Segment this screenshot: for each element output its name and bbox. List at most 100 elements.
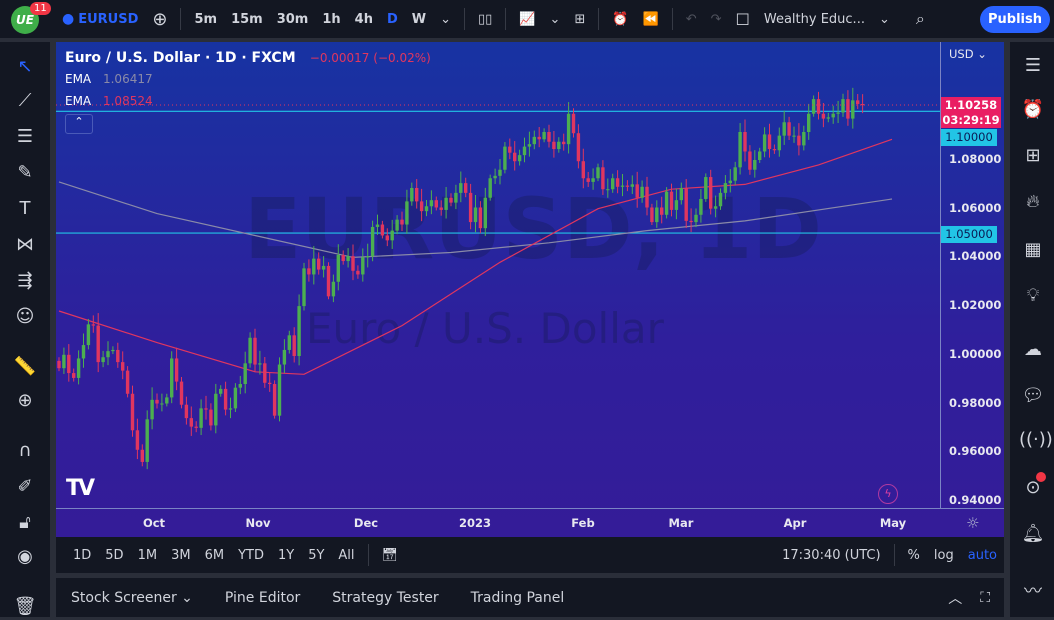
add-symbol-icon[interactable]: ⊕ bbox=[152, 8, 168, 30]
interval-1h[interactable]: 1h bbox=[322, 11, 341, 27]
text-icon[interactable]: T bbox=[19, 198, 31, 219]
candle-body bbox=[488, 178, 492, 198]
messages-icon[interactable]: 💬︎ bbox=[1021, 385, 1045, 406]
time-axis[interactable]: ☼ Oct Nov Dec 2023 Feb Mar Apr May bbox=[56, 508, 1004, 537]
range-6m[interactable]: 6M bbox=[204, 547, 225, 563]
range-5d[interactable]: 5D bbox=[105, 547, 124, 563]
tradingview-logo[interactable]: TV bbox=[66, 476, 95, 501]
interval-5m[interactable]: 5m bbox=[194, 11, 218, 27]
goto-date-icon[interactable]: 📅︎ bbox=[381, 547, 399, 563]
eye-icon[interactable]: ◉ bbox=[17, 546, 33, 567]
watchlist-icon[interactable]: ☰ bbox=[1024, 55, 1042, 76]
candle-body bbox=[723, 183, 728, 193]
range-all[interactable]: All bbox=[338, 547, 355, 563]
price-plot[interactable] bbox=[56, 42, 940, 508]
notifications-bell-icon[interactable]: 🔔︎ bbox=[1021, 523, 1045, 544]
tab-stock-screener[interactable]: Stock Screener ⌄ bbox=[71, 589, 193, 606]
ideas-bulb-icon[interactable]: 💡︎ bbox=[1026, 285, 1040, 306]
calendar-icon[interactable]: ▦ bbox=[1024, 239, 1042, 260]
range-ytd[interactable]: YTD bbox=[238, 547, 264, 563]
price-axis[interactable]: USD ⌄ 1.08000 1.06000 1.04000 1.02000 1.0000… bbox=[940, 42, 1004, 508]
auto-toggle[interactable]: auto bbox=[967, 547, 997, 563]
trash-icon[interactable]: 🗑︎ bbox=[13, 596, 37, 617]
candle-body bbox=[405, 201, 409, 225]
indicators-icon[interactable]: 📈 bbox=[519, 11, 536, 27]
tab-strategy-tester[interactable]: Strategy Tester bbox=[332, 589, 439, 606]
candle-body bbox=[292, 335, 296, 357]
collapse-legend-button[interactable]: ⌃ bbox=[65, 114, 93, 134]
lock-drawing-icon[interactable]: ✐ bbox=[17, 476, 33, 497]
pattern-icon[interactable]: ⋈ bbox=[16, 234, 34, 255]
clock[interactable]: 17:30:40 (UTC) bbox=[782, 547, 881, 563]
maximize-icon[interactable]: ⛶ bbox=[980, 589, 990, 606]
lightning-icon[interactable]: ϟ bbox=[878, 484, 898, 504]
price-tick: 0.98000 bbox=[949, 395, 1002, 410]
interval-15m[interactable]: 15m bbox=[231, 11, 263, 27]
tab-trading-panel[interactable]: Trading Panel bbox=[470, 589, 565, 606]
brush-icon[interactable]: ✎ bbox=[17, 162, 33, 183]
chevron-down-icon[interactable]: ⌄ bbox=[878, 11, 890, 27]
zoom-in-icon[interactable]: ⊕ bbox=[17, 390, 33, 411]
currency-selector[interactable]: USD ⌄ bbox=[949, 47, 987, 61]
candle-body bbox=[694, 214, 698, 223]
range-5y[interactable]: 5Y bbox=[308, 547, 325, 563]
symbol-search[interactable]: EURUSD bbox=[78, 11, 139, 27]
alarm-icon[interactable]: ⏰ bbox=[1021, 99, 1045, 120]
hotlist-flame-icon[interactable]: 🔥︎ bbox=[1026, 191, 1040, 212]
wave-icon[interactable]: 〰 bbox=[1024, 581, 1042, 602]
interval-w[interactable]: W bbox=[411, 11, 427, 27]
range-1m[interactable]: 1M bbox=[137, 547, 158, 563]
candles-icon[interactable]: ▯▯ bbox=[478, 11, 493, 27]
publish-button[interactable]: Publish bbox=[980, 6, 1050, 33]
interval-d[interactable]: D bbox=[386, 11, 398, 27]
streams-icon[interactable]: ((·)) bbox=[1019, 429, 1053, 450]
layouts-icon[interactable]: ⊞ bbox=[574, 11, 586, 27]
cursor-icon[interactable]: ↖ bbox=[17, 56, 33, 77]
candle-body bbox=[282, 349, 287, 365]
range-1d[interactable]: 1D bbox=[73, 547, 92, 563]
candle-body bbox=[72, 373, 76, 378]
log-toggle[interactable]: log bbox=[933, 547, 954, 563]
chat-cloud-icon[interactable]: ☁ bbox=[1024, 339, 1042, 360]
interval-30m[interactable]: 30m bbox=[276, 11, 309, 27]
chevron-up-icon[interactable]: ︿ bbox=[948, 590, 963, 607]
ruler-icon[interactable]: 📏 bbox=[13, 356, 37, 377]
chevron-down-icon[interactable]: ⌄ bbox=[440, 11, 452, 27]
candle-body bbox=[165, 397, 169, 404]
layout-name[interactable]: Wealthy Educ... bbox=[763, 11, 865, 27]
candle-body bbox=[762, 134, 767, 152]
candle-body bbox=[674, 200, 679, 210]
add-note-icon[interactable]: ⊞ bbox=[1025, 145, 1041, 166]
candle-body bbox=[503, 146, 507, 170]
search-icon[interactable]: ⌕ bbox=[915, 9, 925, 28]
fib-icon[interactable]: ☰ bbox=[16, 126, 34, 147]
emoji-icon[interactable]: ☺ bbox=[15, 306, 35, 327]
range-1y[interactable]: 1Y bbox=[277, 547, 295, 563]
broadcast-icon[interactable]: ⊙ bbox=[1025, 477, 1041, 498]
interval-4h[interactable]: 4h bbox=[354, 11, 373, 27]
candle-body bbox=[527, 144, 532, 147]
ema1-value: 1.06417 bbox=[102, 72, 153, 86]
tab-pine-editor[interactable]: Pine Editor bbox=[224, 589, 301, 606]
ema2-label[interactable]: EMA bbox=[65, 94, 92, 108]
chevron-down-icon[interactable]: ⌄ bbox=[549, 11, 561, 27]
undo-icon[interactable]: ↶ bbox=[685, 11, 697, 27]
candle-body bbox=[307, 268, 311, 275]
candle-body bbox=[346, 256, 350, 262]
prediction-icon[interactable]: ⇶ bbox=[17, 270, 33, 291]
range-3m[interactable]: 3M bbox=[171, 547, 191, 563]
alert-icon[interactable]: ⏰ bbox=[612, 11, 629, 27]
replay-icon[interactable]: ⏪ bbox=[642, 11, 659, 27]
lock-icon[interactable]: 🔓︎ bbox=[19, 512, 31, 533]
trend-line-icon[interactable]: ⟋ bbox=[18, 90, 32, 111]
time-tick: Mar bbox=[668, 516, 694, 530]
chart-pane[interactable]: EURUSD, 1D Euro / U.S. Dollar Euro / U.S… bbox=[56, 42, 1004, 537]
candle-body bbox=[174, 358, 179, 382]
magnet-icon[interactable]: ∩ bbox=[18, 440, 32, 461]
candle-body bbox=[625, 185, 630, 187]
percent-toggle[interactable]: % bbox=[907, 547, 920, 563]
settings-gear-icon[interactable]: ☼ bbox=[966, 514, 980, 532]
ema1-label[interactable]: EMA bbox=[65, 72, 92, 86]
layout-checkbox-icon[interactable]: ☐ bbox=[735, 9, 750, 29]
redo-icon[interactable]: ↷ bbox=[710, 11, 722, 27]
